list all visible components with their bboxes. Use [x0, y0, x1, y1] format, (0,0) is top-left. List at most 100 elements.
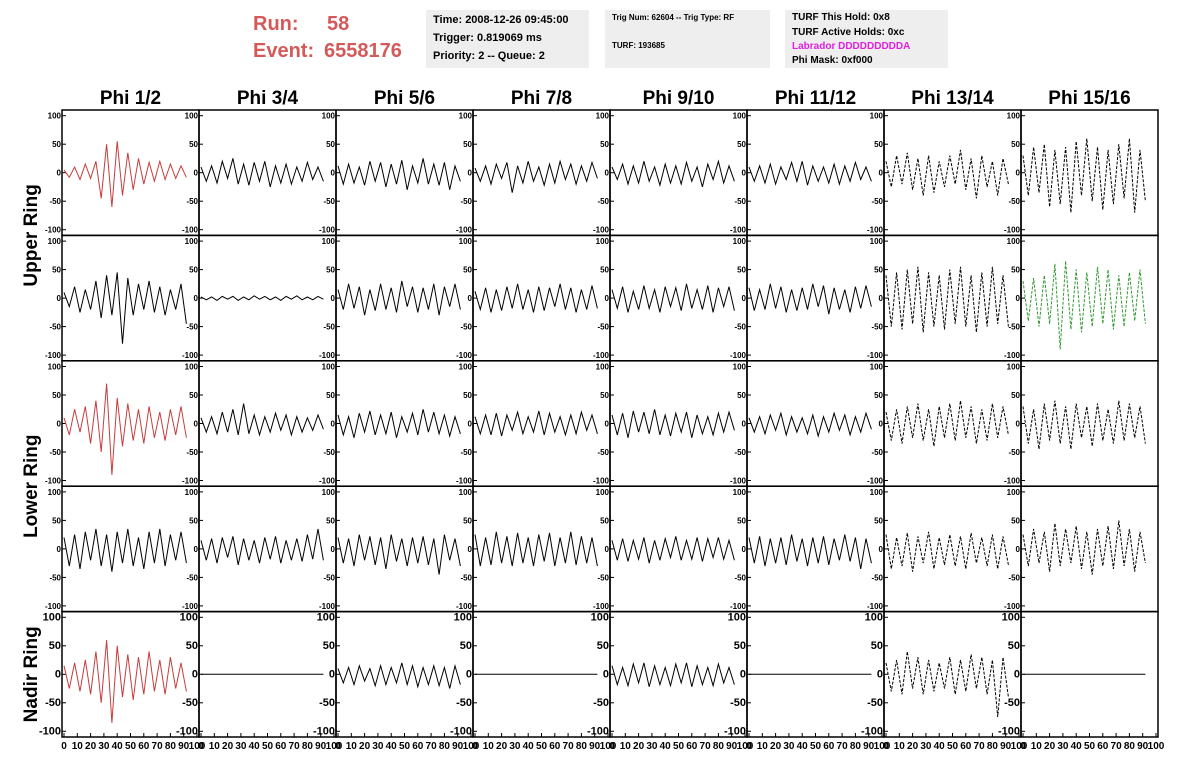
x-tick-label: 70	[426, 741, 438, 752]
y-tick-label: 0	[879, 420, 884, 429]
column-header: Phi 9/10	[643, 88, 715, 109]
x-tick-label: 10	[620, 741, 632, 752]
y-tick-label: 50	[1008, 640, 1020, 652]
x-tick-label: 90	[1137, 741, 1149, 752]
x-tick-label: 30	[509, 741, 521, 752]
x-tick-label: 60	[1097, 741, 1109, 752]
waveform	[1022, 138, 1146, 213]
waveform	[1022, 520, 1146, 575]
y-tick-label: 100	[43, 611, 61, 623]
y-tick-label: 0	[605, 420, 610, 429]
panel-frame	[883, 109, 1022, 237]
y-tick-label: 100	[459, 363, 473, 372]
y-tick-label: 0	[194, 420, 199, 429]
info-box	[605, 10, 770, 68]
y-tick-label: 0	[194, 169, 199, 178]
x-tick-label: 70	[289, 741, 301, 752]
y-tick-label: 100	[185, 112, 199, 121]
y-tick-label: -100	[730, 477, 747, 486]
y-tick-label: 0	[331, 294, 336, 303]
event-label: Event:	[253, 40, 314, 62]
info-box	[785, 10, 948, 68]
x-tick-label: 40	[660, 741, 672, 752]
y-tick-label: 100	[48, 112, 62, 121]
y-tick-label: 100	[870, 112, 884, 121]
x-tick-label: 30	[372, 741, 384, 752]
y-tick-label: 0	[879, 294, 884, 303]
y-tick-label: 100	[322, 237, 336, 246]
x-tick-label: 10	[72, 741, 84, 752]
y-tick-label: 50	[326, 266, 335, 275]
y-tick-label: 0	[603, 668, 609, 680]
y-tick-label: 100	[185, 237, 199, 246]
y-tick-label: -50	[593, 697, 609, 709]
x-tick-label: 70	[837, 741, 849, 752]
x-tick-label: 10	[346, 741, 358, 752]
y-tick-label: 50	[600, 266, 609, 275]
waveform	[1022, 261, 1146, 350]
y-tick-label: -100	[182, 602, 199, 611]
y-tick-label: 50	[874, 391, 883, 400]
y-tick-label: 100	[459, 112, 473, 121]
y-tick-label: -100	[724, 725, 746, 737]
x-tick-label: 60	[960, 741, 972, 752]
y-tick-label: 100	[322, 363, 336, 372]
x-tick-label: 10	[894, 741, 906, 752]
y-tick-label: -50	[460, 197, 472, 206]
y-tick-label: -50	[323, 573, 335, 582]
y-tick-label: -100	[1004, 226, 1021, 235]
x-tick-label: 60	[275, 741, 287, 752]
waveform	[885, 531, 1009, 572]
y-tick-label: 50	[186, 640, 198, 652]
y-tick-label: 50	[1011, 516, 1020, 525]
y-tick-label: -100	[1004, 351, 1021, 360]
y-tick-label: 0	[879, 169, 884, 178]
y-tick-label: 100	[185, 488, 199, 497]
y-tick-label: 0	[57, 545, 62, 554]
y-tick-label: 0	[877, 668, 883, 680]
y-tick-label: 0	[605, 545, 610, 554]
x-tick-label: 80	[713, 741, 725, 752]
y-tick-label: 100	[1007, 112, 1021, 121]
y-tick-label: 50	[1011, 391, 1020, 400]
x-tick-label: 40	[523, 741, 535, 752]
y-tick-label: 50	[326, 516, 335, 525]
row-label: Nadir Ring	[21, 626, 42, 722]
x-tick-label: 60	[138, 741, 150, 752]
y-tick-label: 0	[468, 294, 473, 303]
y-tick-label: -100	[730, 351, 747, 360]
y-tick-label: 50	[597, 640, 609, 652]
x-tick-label: 50	[125, 741, 137, 752]
y-tick-label: 50	[737, 266, 746, 275]
x-tick-label: 70	[974, 741, 986, 752]
y-tick-label: 50	[323, 640, 335, 652]
y-tick-label: 0	[1016, 169, 1021, 178]
y-tick-label: -50	[460, 573, 472, 582]
y-tick-label: -50	[49, 573, 61, 582]
y-tick-label: 50	[189, 516, 198, 525]
x-tick-label: 10	[757, 741, 769, 752]
y-tick-label: -50	[1008, 197, 1020, 206]
x-tick-label: 50	[1084, 741, 1096, 752]
x-tick-label: 20	[1044, 741, 1056, 752]
y-tick-label: 50	[326, 391, 335, 400]
y-tick-label: -50	[186, 197, 198, 206]
y-tick-label: -100	[730, 226, 747, 235]
x-tick-label: 10	[483, 741, 495, 752]
waveform	[337, 662, 461, 689]
y-tick-label: -50	[323, 323, 335, 332]
x-tick-label: 0	[198, 741, 204, 752]
y-tick-label: 0	[331, 169, 336, 178]
x-tick-label: 0	[883, 741, 889, 752]
x-tick-label: 90	[452, 741, 464, 752]
y-tick-label: 50	[189, 140, 198, 149]
x-tick-label: 30	[1057, 741, 1069, 752]
info-text: TURF This Hold: 0x8	[792, 12, 890, 23]
y-tick-label: -100	[1004, 602, 1021, 611]
y-tick-label: 100	[454, 611, 472, 623]
x-tick-label: 30	[646, 741, 658, 752]
waveform	[748, 411, 872, 438]
x-tick-label: 20	[85, 741, 97, 752]
y-tick-label: -50	[323, 448, 335, 457]
y-tick-label: 0	[194, 545, 199, 554]
